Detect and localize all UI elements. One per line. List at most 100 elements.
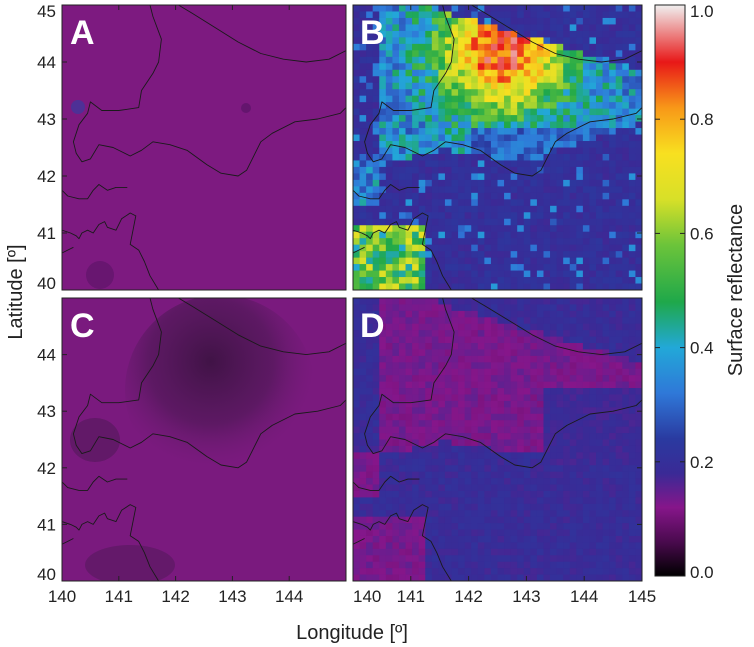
pixel: [622, 542, 630, 550]
pixel: [596, 497, 603, 505]
pixel: [425, 76, 433, 84]
pixel: [464, 478, 472, 485]
pixel: [523, 108, 531, 116]
pixel: [379, 568, 387, 575]
pixel: [464, 11, 472, 19]
pixel: [366, 317, 374, 325]
pixel: [372, 76, 380, 84]
pixel: [504, 95, 511, 103]
pixel: [451, 336, 459, 344]
pixel: [543, 277, 551, 284]
pixel: [451, 179, 459, 187]
pixel: [464, 76, 472, 84]
pixel: [530, 186, 538, 194]
pixel: [497, 50, 505, 58]
pixel: [431, 426, 439, 434]
pixel: [536, 257, 544, 265]
pixel: [353, 310, 360, 318]
pixel: [504, 413, 511, 421]
pixel: [543, 238, 551, 245]
pixel: [405, 30, 413, 38]
pixel: [589, 317, 597, 325]
pixel: [425, 95, 433, 103]
pixel: [484, 413, 492, 421]
pixel: [353, 503, 360, 511]
pixel: [385, 323, 393, 331]
pixel: [589, 264, 597, 271]
pixel: [596, 343, 603, 350]
pixel: [405, 561, 413, 569]
pixel: [366, 574, 374, 581]
pixel: [398, 317, 406, 325]
pixel: [550, 503, 557, 511]
pixel: [622, 82, 630, 90]
pixel: [379, 388, 387, 395]
pixel: [385, 69, 393, 77]
pixel: [490, 426, 498, 434]
pixel: [392, 212, 400, 220]
pixel: [536, 574, 544, 581]
pixel: [556, 400, 564, 408]
pixel: [484, 452, 492, 460]
pixel: [589, 478, 597, 485]
pixel: [471, 381, 479, 389]
pixel: [412, 50, 419, 58]
pixel: [418, 445, 426, 453]
pixel: [543, 95, 551, 103]
pixel: [392, 355, 400, 363]
pixel: [412, 490, 419, 498]
pixel: [451, 128, 459, 135]
pixel: [523, 76, 531, 84]
pixel: [366, 355, 374, 363]
pixel: [543, 394, 551, 402]
pixel: [497, 510, 505, 517]
pixel: [385, 179, 393, 187]
pixel: [490, 231, 498, 239]
pixel: [471, 30, 479, 38]
pixel: [471, 330, 479, 337]
pixel: [438, 478, 446, 485]
pixel: [628, 388, 636, 395]
pixel: [609, 231, 617, 239]
pixel: [372, 238, 380, 245]
pixel: [510, 555, 518, 562]
pixel: [392, 166, 400, 174]
pixel: [628, 50, 636, 58]
pixel: [458, 420, 465, 427]
pixel: [615, 160, 623, 168]
pixel: [609, 381, 617, 389]
pixel: [582, 102, 590, 109]
pixel: [596, 413, 603, 421]
pixel: [366, 516, 374, 524]
pixel: [582, 153, 590, 161]
pixel: [589, 160, 597, 168]
pixel: [563, 264, 571, 271]
pixel: [589, 50, 597, 58]
pixel: [589, 343, 597, 350]
pixel: [471, 218, 479, 226]
pixel: [536, 225, 544, 233]
pixel: [556, 102, 564, 109]
pixel: [550, 50, 557, 58]
pixel: [582, 166, 590, 174]
pixel: [398, 368, 406, 376]
pixel: [497, 568, 505, 575]
pixel: [438, 50, 446, 58]
pixel: [385, 529, 393, 537]
pixel: [464, 503, 472, 511]
pixel: [609, 244, 617, 252]
pixel: [602, 542, 610, 550]
pixel: [550, 134, 557, 142]
pixel: [398, 439, 406, 447]
pixel: [504, 108, 511, 116]
pixel: [372, 37, 380, 45]
pixel: [596, 490, 603, 498]
pixel: [379, 574, 387, 581]
pixel: [504, 24, 511, 32]
pixel: [379, 561, 387, 569]
pixel: [628, 192, 636, 200]
pixel: [359, 439, 367, 447]
pixel: [405, 37, 413, 45]
pixel: [569, 63, 577, 71]
pixel: [563, 471, 571, 479]
